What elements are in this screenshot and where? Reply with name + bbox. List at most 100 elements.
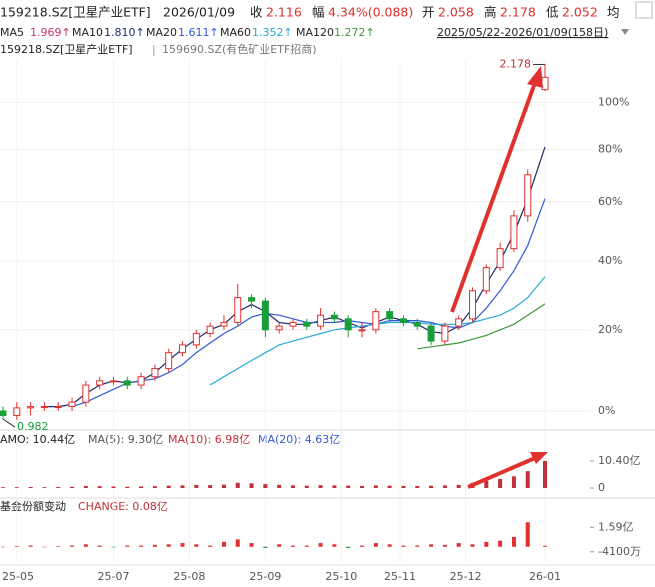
- bar: [125, 486, 130, 488]
- candle-body: [40, 406, 48, 409]
- bar: [401, 545, 406, 547]
- legend-compare: 159690.SZ(有色矿业ETF招商): [162, 42, 317, 56]
- ma-name: MA10: [72, 26, 103, 39]
- bar: [56, 486, 61, 488]
- x-tick-label: 25-09: [249, 570, 281, 583]
- bar: [318, 543, 323, 547]
- header-row: 159218.SZ[卫星产业ETF] 2026/01/09 收 2.116 幅 …: [0, 5, 620, 20]
- candle-body: [510, 215, 518, 250]
- dropdown-icon[interactable]: [621, 29, 629, 35]
- candle-body: [303, 321, 311, 327]
- bar: [543, 545, 547, 547]
- bar: [125, 545, 130, 547]
- bar: [373, 485, 378, 488]
- bar: [415, 545, 420, 547]
- candle-body: [234, 297, 242, 323]
- bar: [277, 544, 282, 547]
- bar: [56, 546, 61, 547]
- amo-ma: MA(5): 9.30亿: [88, 433, 163, 446]
- candle-body: [317, 314, 325, 327]
- bar: [235, 539, 240, 547]
- code: 159218.SZ[卫星产业ETF]: [0, 5, 151, 20]
- low-annotation: 0.982: [17, 420, 49, 433]
- candle-body: [289, 321, 297, 327]
- bar: [373, 543, 378, 547]
- value: 2.052: [562, 5, 598, 20]
- candle-body: [192, 333, 200, 346]
- candle-body: [165, 352, 173, 370]
- bar: [387, 544, 392, 547]
- bar: [304, 485, 309, 488]
- candle-body: [248, 297, 256, 302]
- bar: [14, 546, 19, 547]
- logo: [635, 1, 653, 19]
- bar: [277, 484, 282, 488]
- bar: [152, 544, 157, 547]
- bar: [511, 536, 516, 547]
- label: 高: [484, 5, 497, 20]
- x-tick-label: 25-10: [325, 570, 357, 583]
- bar: [332, 544, 337, 547]
- bar: [484, 541, 489, 547]
- bar: [263, 546, 268, 548]
- bar: [498, 540, 503, 547]
- candle-body: [455, 318, 463, 327]
- date-range[interactable]: 2025/05/22-2026/01/09(158日): [437, 26, 608, 39]
- bar: [290, 545, 295, 547]
- bar: [442, 485, 447, 488]
- bar: [28, 545, 33, 547]
- bar: [42, 487, 47, 488]
- ma-value: 1.810↑: [104, 26, 145, 39]
- bar: [525, 471, 530, 488]
- bar: [194, 544, 199, 547]
- bar: [346, 546, 351, 548]
- bar: [208, 485, 213, 488]
- candle-body: [151, 368, 159, 378]
- bar: [97, 486, 102, 488]
- ma-line: [209, 276, 546, 386]
- y-tick-label: 0%: [598, 404, 615, 417]
- label: 开: [422, 5, 435, 20]
- bar: [429, 544, 434, 547]
- candle-body: [386, 311, 394, 320]
- candle-body: [220, 321, 228, 327]
- y-tick-label: 100%: [598, 95, 629, 108]
- candle-body: [137, 376, 145, 386]
- bar: [360, 485, 365, 488]
- candle-body: [68, 401, 76, 408]
- value: 2.058: [438, 5, 474, 20]
- x-tick-label: 25-12: [450, 570, 482, 583]
- bar: [415, 485, 420, 488]
- bar: [456, 484, 461, 488]
- annotation-line: [2, 418, 16, 428]
- label: 均: [607, 5, 620, 20]
- bar: [511, 476, 516, 488]
- bar: [360, 545, 365, 547]
- label: 收: [250, 5, 263, 20]
- candle-body: [372, 311, 380, 331]
- amo-ma: MA(10): 6.98亿: [168, 433, 250, 446]
- bar: [249, 543, 254, 547]
- bar: [346, 485, 351, 488]
- ma-value: 1.611↑: [178, 26, 219, 39]
- ma-value: 1.969↑: [30, 26, 71, 39]
- bar: [139, 545, 144, 547]
- bar: [111, 546, 116, 548]
- candle-body: [0, 410, 7, 416]
- separator: |: [152, 43, 156, 56]
- bar: [111, 486, 116, 488]
- bar: [70, 545, 75, 547]
- candle-body: [179, 344, 187, 354]
- value: 2.116: [266, 5, 302, 20]
- bar: [221, 484, 226, 488]
- bar: [194, 484, 199, 488]
- candle-body: [427, 325, 435, 342]
- label: 幅: [312, 5, 325, 20]
- x-tick-label: 25-07: [97, 570, 129, 583]
- candle-body: [496, 248, 504, 269]
- plot: 0% 20% 40% 60% 80% 100% 25-05 25-07 25-08 25-09 25…: [0, 57, 641, 583]
- candle-body: [261, 300, 269, 331]
- x-tick-label: 25-05: [2, 570, 34, 583]
- y-tick-label: -4100万: [598, 545, 641, 558]
